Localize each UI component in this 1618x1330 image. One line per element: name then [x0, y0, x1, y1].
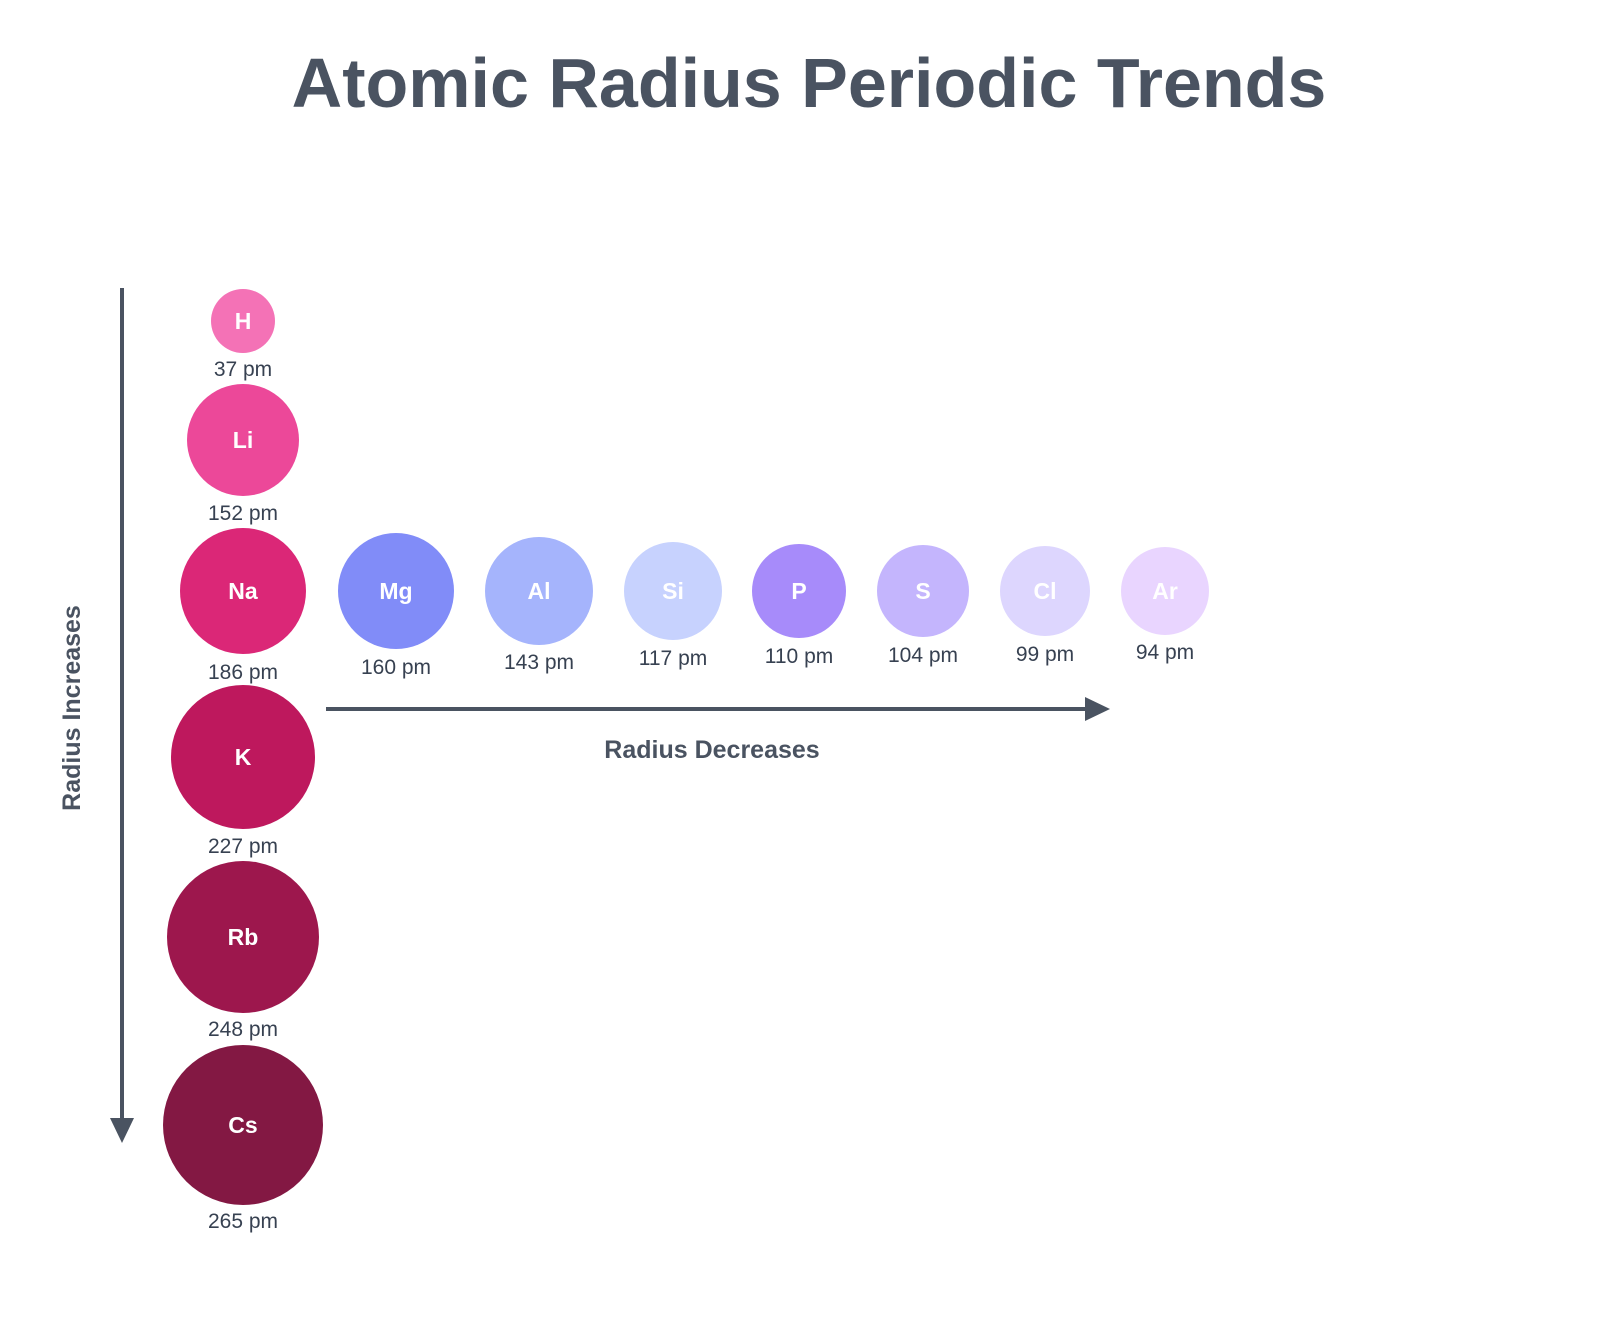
group-1-elements: H 37 pm Li 152 pm Na 186 pm K 227 pm Rb 248 pm Cs 2… [163, 289, 323, 1233]
atom-li: Li 152 pm [187, 384, 299, 525]
atom-circle [752, 544, 846, 638]
atom-rb: Rb 248 pm [167, 861, 319, 1041]
element-symbol: Li [233, 427, 253, 453]
atom-circle [1121, 547, 1209, 635]
element-symbol: H [235, 308, 252, 334]
atom-cs: Cs 265 pm [163, 1045, 323, 1233]
radius-value: 110 pm [765, 645, 834, 668]
radius-value: 99 pm [1016, 643, 1074, 666]
atom-h: H 37 pm [211, 289, 275, 381]
vertical-axis-label: Radius Increases [58, 605, 86, 811]
element-symbol: Cs [228, 1112, 257, 1138]
radius-value: 152 pm [208, 502, 278, 525]
atom-circle [187, 384, 299, 496]
atom-circle [877, 545, 969, 637]
radius-value: 94 pm [1136, 641, 1194, 664]
radius-value: 186 pm [208, 661, 278, 684]
atom-s: S 104 pm [877, 545, 969, 667]
element-symbol: K [235, 744, 252, 770]
radius-value: 117 pm [639, 647, 708, 670]
radius-value: 227 pm [208, 835, 278, 858]
atom-circle [163, 1045, 323, 1205]
element-symbol: Al [528, 578, 551, 604]
atom-al: Al 143 pm [485, 537, 593, 674]
page-title: Atomic Radius Periodic Trends [292, 44, 1327, 122]
element-symbol: Si [662, 578, 684, 604]
radius-value: 248 pm [208, 1018, 278, 1041]
atom-circle [211, 289, 275, 353]
atom-k: K 227 pm [171, 685, 315, 858]
radius-value: 37 pm [214, 358, 272, 381]
atom-circle [338, 533, 454, 649]
radius-value: 160 pm [361, 656, 431, 679]
element-symbol: Cl [1034, 578, 1057, 604]
atom-circle [180, 528, 306, 654]
atom-p: P 110 pm [752, 544, 846, 668]
atom-circle [167, 861, 319, 1013]
atom-circle [485, 537, 593, 645]
element-symbol: Rb [228, 924, 259, 950]
element-symbol: S [915, 578, 930, 604]
period-3-elements: Mg 160 pm Al 143 pm Si 117 pm P 110 pm S 104 pm Cl… [338, 533, 1209, 679]
element-symbol: Na [228, 578, 258, 604]
horizontal-arrow [326, 697, 1110, 721]
vertical-arrow [110, 288, 134, 1143]
horizontal-axis-label: Radius Decreases [604, 736, 819, 764]
radius-value: 104 pm [888, 644, 958, 667]
atom-circle [624, 542, 722, 640]
radius-value: 265 pm [208, 1210, 278, 1233]
atom-circle [171, 685, 315, 829]
atom-cl: Cl 99 pm [1000, 546, 1090, 666]
atom-mg: Mg 160 pm [338, 533, 454, 679]
element-symbol: Ar [1152, 578, 1178, 604]
atom-si: Si 117 pm [624, 542, 722, 670]
radius-value: 143 pm [504, 651, 574, 674]
atom-ar: Ar 94 pm [1121, 547, 1209, 664]
element-symbol: Mg [379, 578, 412, 604]
atom-circle [1000, 546, 1090, 636]
element-symbol: P [791, 578, 806, 604]
atom-na: Na 186 pm [180, 528, 306, 684]
